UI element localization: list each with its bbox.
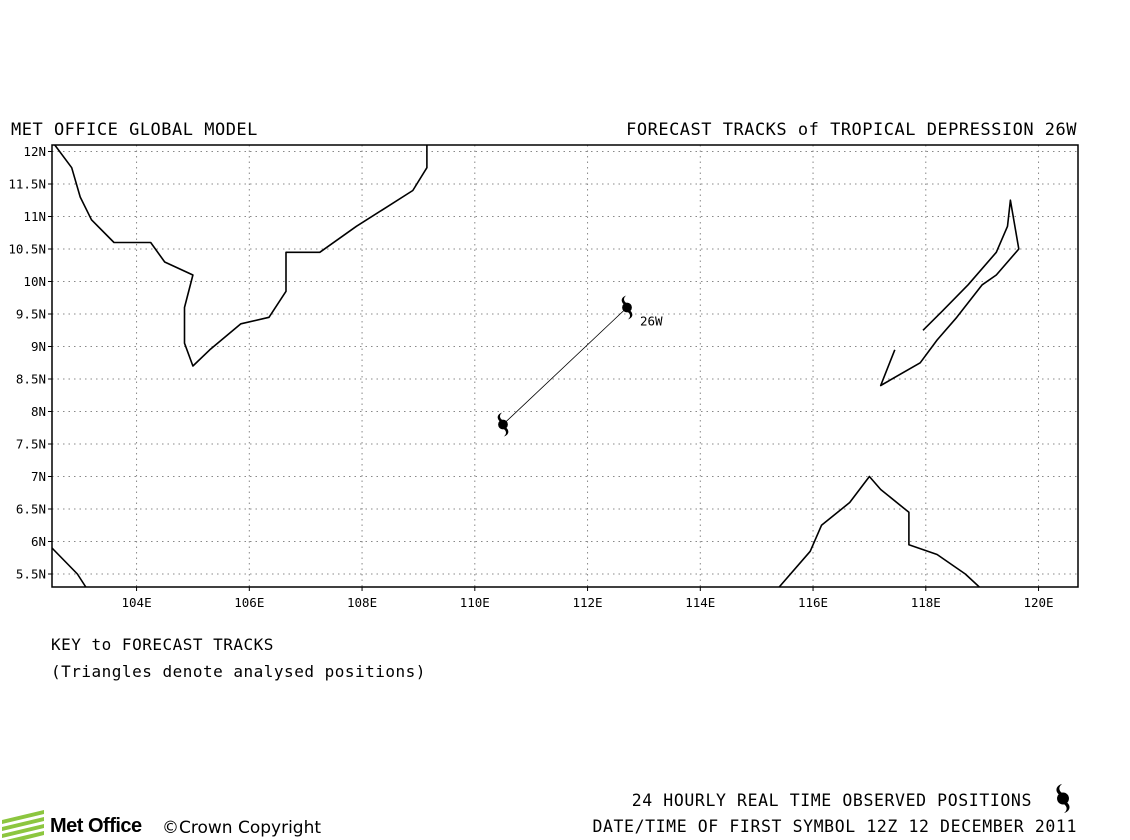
lon-tick-label: 110E	[460, 595, 490, 610]
datetime-label: DATE/TIME OF FIRST SYMBOL 12Z 12 DECEMBE…	[592, 817, 1077, 836]
model-title: MET OFFICE GLOBAL MODEL	[11, 120, 258, 140]
key-title: KEY to FORECAST TRACKS	[51, 635, 274, 654]
brand-name: Met Office	[50, 815, 142, 837]
coastline	[879, 199, 1020, 387]
lat-tick-label: 7.5N	[16, 437, 46, 452]
map-frame	[51, 144, 1079, 588]
storm-label: 26W	[640, 314, 663, 329]
map-grid	[52, 145, 1078, 587]
lon-tick-label: 106E	[234, 595, 264, 610]
coastlines	[52, 145, 1020, 587]
lon-tick-label: 118E	[911, 595, 941, 610]
lon-tick-label: 112E	[572, 595, 602, 610]
lat-tick-label: 10.5N	[8, 242, 46, 257]
coastline	[52, 547, 87, 587]
lat-tick-label: 8N	[31, 404, 46, 419]
lat-tick-label: 12N	[23, 144, 46, 159]
lat-tick-label: 5.5N	[16, 567, 46, 582]
coastline	[778, 475, 980, 587]
lat-tick-label: 9N	[31, 339, 46, 354]
lon-tick-label: 108E	[347, 595, 377, 610]
lon-tick-label: 116E	[798, 595, 828, 610]
lat-tick-label: 6N	[31, 534, 46, 549]
lat-tick-label: 11.5N	[8, 177, 46, 192]
lat-tick-label: 10N	[23, 274, 46, 289]
lat-tick-label: 7N	[31, 469, 46, 484]
forecast-title: FORECAST TRACKS of TROPICAL DEPRESSION 2…	[626, 120, 1077, 140]
tropical-cyclone-icon	[1056, 783, 1070, 814]
met-office-logo-icon	[2, 810, 44, 840]
key-note: (Triangles denote analysed positions)	[51, 662, 426, 681]
lon-tick-label: 120E	[1023, 595, 1053, 610]
lon-tick-label: 114E	[685, 595, 715, 610]
coastline	[54, 145, 428, 367]
lat-tick-label: 8.5N	[16, 372, 46, 387]
lat-tick-label: 6.5N	[16, 502, 46, 517]
tropical-cyclone-icon	[497, 412, 509, 437]
track-line	[502, 307, 628, 425]
lat-tick-label: 9.5N	[16, 307, 46, 322]
observed-positions-label: 24 HOURLY REAL TIME OBSERVED POSITIONS	[632, 791, 1032, 810]
forecast-track	[497, 295, 633, 437]
lat-tick-label: 11N	[23, 209, 46, 224]
longitude-axis: 104E 106E 108E 110E 112E 114E 116E 118E 120E	[122, 587, 1054, 610]
lon-tick-label: 104E	[122, 595, 152, 610]
latitude-axis: 12N 11.5N 11N 10.5N 10N 9.5N 9N 8.5N 8N 7.5N 7N 6.5…	[8, 144, 52, 582]
copyright: ©Crown Copyright	[162, 818, 321, 838]
tropical-cyclone-icon	[621, 295, 633, 320]
